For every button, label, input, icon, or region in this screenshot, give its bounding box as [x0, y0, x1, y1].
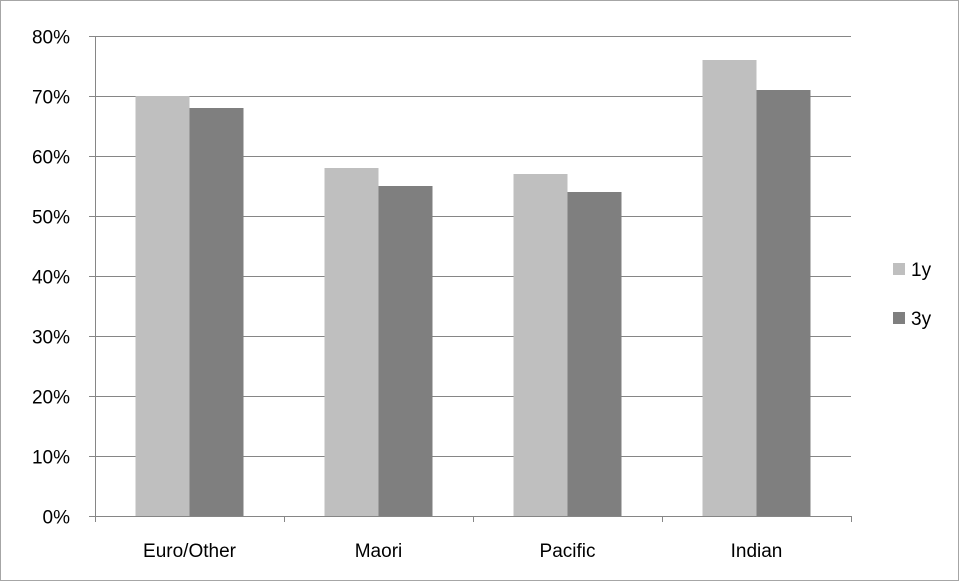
y-tick-label: 70% [32, 88, 70, 109]
bar-1y-euro-other [135, 96, 190, 516]
x-tick-label: Indian [731, 541, 783, 562]
y-tick-label: 80% [32, 28, 70, 49]
y-tick-label: 50% [32, 208, 70, 229]
legend-label-3y: 3y [911, 309, 932, 330]
y-tick-label: 40% [32, 268, 70, 289]
bars [135, 60, 811, 516]
y-tick-label: 60% [32, 148, 70, 169]
y-tick-label: 20% [32, 388, 70, 409]
bar-1y-indian [702, 60, 757, 516]
bar-3y-maori [378, 186, 433, 516]
x-axis-labels: Euro/Other Maori Pacific Indian [143, 541, 782, 562]
legend-label-1y: 1y [911, 260, 932, 281]
x-tick-label: Euro/Other [143, 541, 237, 562]
y-axis-ticks: 0% 10% 20% 30% 40% 50% 60% 70% 80% [32, 28, 70, 529]
y-tick-label: 10% [32, 448, 70, 469]
y-tick-label: 30% [32, 328, 70, 349]
bar-1y-maori [324, 168, 379, 516]
y-tick-label: 0% [43, 508, 71, 529]
bar-3y-indian [756, 90, 811, 516]
legend: 1y 3y [893, 260, 932, 330]
bar-3y-euro-other [189, 108, 244, 516]
x-tick-label: Pacific [540, 541, 596, 562]
x-axis [95, 36, 852, 522]
bar-3y-pacific [567, 192, 622, 516]
bar-1y-pacific [513, 174, 568, 516]
legend-swatch-3y [893, 312, 905, 324]
legend-swatch-1y [893, 263, 905, 275]
x-tick-label: Maori [355, 541, 403, 562]
